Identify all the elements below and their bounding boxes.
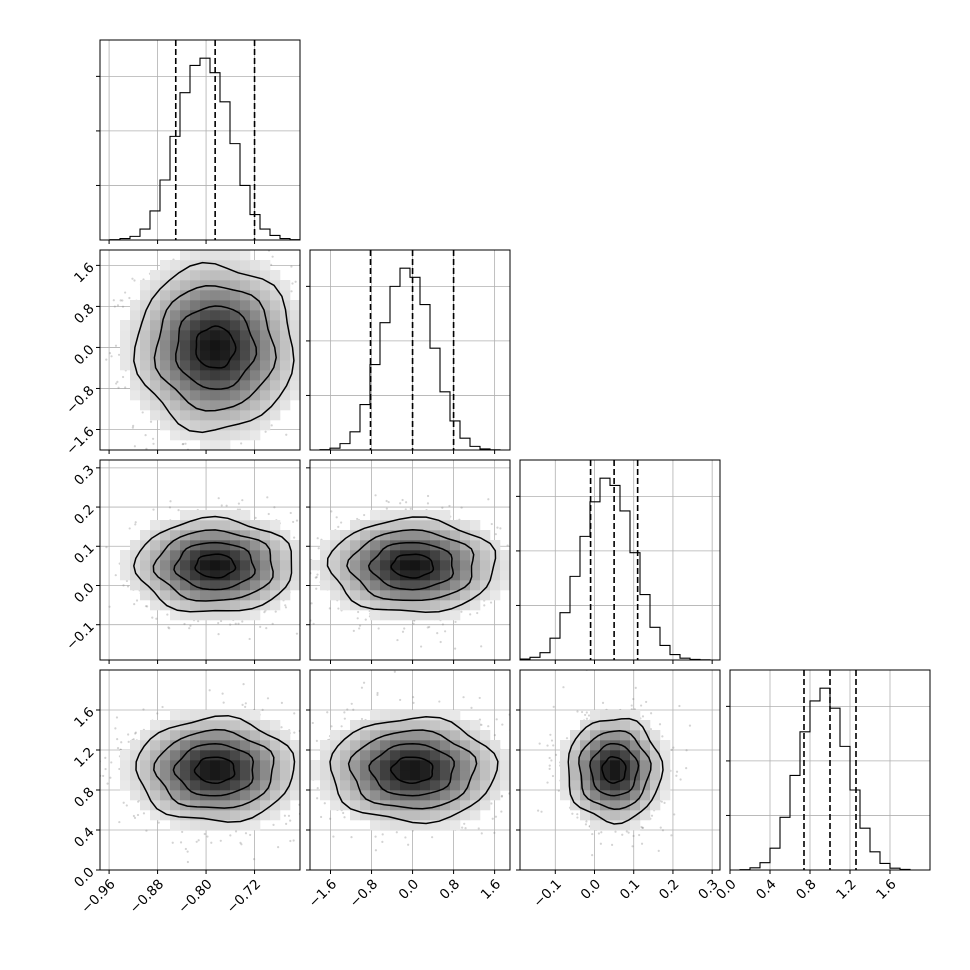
contour-2.0-2-0 [133, 515, 293, 613]
contour-1.0-3-1 [368, 743, 455, 797]
density-panel-3-2 [516, 669, 721, 874]
density-panel-1-0 [96, 249, 301, 454]
y-tick-label: 0.1 [71, 541, 98, 568]
y-tick-label: 0.0 [71, 580, 98, 607]
panel-frame [309, 459, 511, 661]
panel-frame [519, 459, 721, 661]
density-panel-2-1 [306, 459, 511, 664]
density-panel-3-0 [96, 669, 301, 874]
x-tick-label: −0.88 [127, 876, 168, 917]
x-tick-label: 0.0 [396, 876, 423, 903]
histogram-outline-0 [100, 57, 300, 240]
density-shading [120, 710, 300, 831]
contour-1.5-3-2 [578, 730, 652, 810]
density-shading [560, 710, 671, 831]
contour-1.0-2-1 [367, 541, 455, 591]
histogram-outline-2 [520, 477, 720, 660]
x-tick-label: −0.80 [175, 876, 216, 917]
density-panel-3-1 [306, 669, 511, 874]
x-tick-label: 1.2 [833, 876, 860, 903]
contour-2.0-3-1 [329, 716, 499, 825]
y-tick-label: −1.6 [63, 424, 97, 458]
x-tick-label: −0.8 [347, 876, 381, 910]
contour-2.0-2-1 [326, 516, 497, 613]
x-tick-label: 0.8 [793, 876, 820, 903]
density-shading [120, 510, 300, 621]
density-panel-2-0 [96, 459, 301, 664]
contour-1.0-1-0 [175, 305, 258, 390]
panel-frame [99, 249, 301, 451]
y-tick-label: 1.6 [71, 260, 98, 287]
y-tick-label: −0.1 [63, 619, 97, 653]
panel-frame [729, 669, 931, 871]
contour-0.5-3-1 [389, 756, 434, 785]
contour-0.5-3-0 [193, 756, 236, 785]
contour-0.5-1-0 [195, 325, 237, 369]
contour-2.0-3-2 [567, 717, 664, 825]
histogram-outline-1 [310, 267, 510, 450]
contour-1.0-3-2 [589, 742, 640, 797]
x-tick-label: 0.0 [713, 876, 740, 903]
y-tick-label: 0.8 [71, 301, 98, 328]
y-tick-label: −0.8 [63, 383, 97, 417]
x-tick-label: 1.6 [873, 876, 900, 903]
y-tick-label: 0.0 [71, 864, 98, 891]
grid-lines [310, 250, 510, 450]
histogram-panel-1 [306, 249, 511, 454]
y-tick-label: 0.2 [71, 501, 98, 528]
x-tick-label: 0.1 [617, 876, 644, 903]
contour-2.0-1-0 [133, 261, 295, 434]
x-tick-label: 0.0 [578, 876, 605, 903]
density-shading [310, 710, 510, 831]
x-tick-label: 1.6 [478, 876, 505, 903]
histogram-panel-2 [516, 459, 721, 664]
density-shading [310, 510, 510, 621]
panel-frame [309, 669, 511, 871]
contour-1.0-3-0 [172, 742, 255, 797]
contour-0.5-3-2 [601, 756, 627, 784]
x-tick-label: −0.72 [224, 876, 265, 917]
contour-1.0-2-0 [173, 541, 256, 591]
y-tick-label: 0.4 [71, 824, 98, 851]
contour-1.5-1-0 [153, 285, 277, 412]
y-tick-label: 0.3 [71, 462, 98, 489]
histogram-panel-0 [96, 39, 301, 244]
histogram-panel-3 [726, 669, 931, 874]
y-tick-label: 1.2 [71, 744, 98, 771]
contour-2.0-3-0 [135, 714, 296, 823]
panel-frame [519, 669, 721, 871]
contour-0.5-2-0 [194, 553, 237, 579]
contour-1.5-3-0 [153, 728, 275, 809]
x-tick-label: 0.4 [753, 876, 780, 903]
x-tick-label: −0.1 [530, 876, 564, 910]
contour-0.5-2-1 [390, 553, 435, 579]
panel-frame [99, 669, 301, 871]
y-tick-label: 0.0 [71, 342, 98, 369]
grid-lines [100, 40, 300, 240]
y-tick-label: 1.6 [71, 704, 98, 731]
x-tick-label: −1.6 [306, 876, 340, 910]
density-shading [120, 250, 300, 450]
x-tick-label: 0.8 [437, 876, 464, 903]
y-tick-label: 0.8 [71, 784, 98, 811]
panel-frame [99, 39, 301, 241]
contour-1.5-3-1 [347, 729, 478, 810]
contour-1.5-2-0 [152, 529, 274, 602]
panel-frame [99, 459, 301, 661]
x-tick-label: 0.2 [656, 876, 683, 903]
panel-frame [309, 249, 511, 451]
contour-1.5-2-1 [346, 529, 475, 602]
